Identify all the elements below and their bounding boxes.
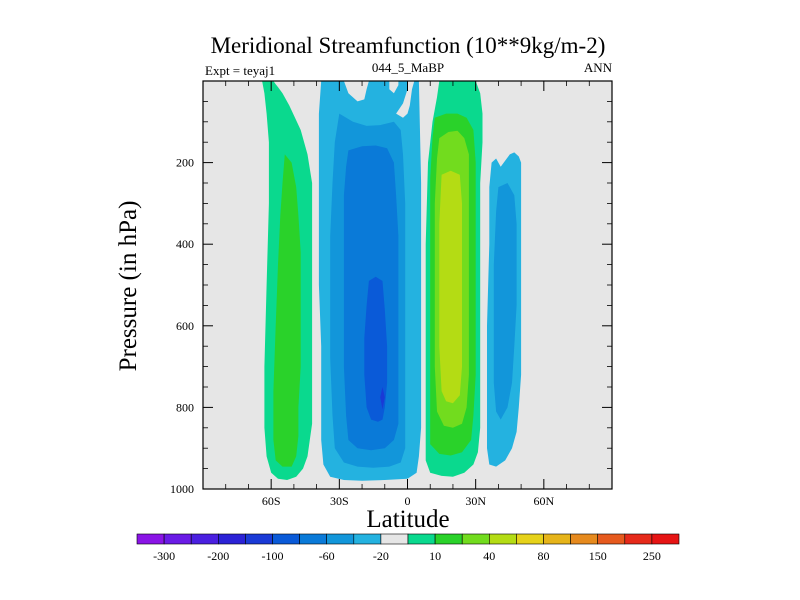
- colorbar-swatch: [245, 533, 273, 545]
- y-tick-label: 400: [176, 237, 194, 251]
- colorbar-label: 80: [538, 549, 550, 563]
- y-tick-label: 200: [176, 156, 194, 170]
- colorbar-swatch: [488, 533, 517, 545]
- season-label: ANN: [584, 60, 613, 75]
- colorbar-label: -200: [207, 549, 229, 563]
- y-tick-label: 600: [176, 319, 194, 333]
- contour-regions: [262, 81, 522, 481]
- chart-title: Meridional Streamfunction (10**9kg/m-2): [211, 33, 606, 58]
- colorbar-label: 250: [643, 549, 661, 563]
- colorbar-label: 40: [483, 549, 495, 563]
- y-tick-label: 800: [176, 400, 194, 414]
- colorbar-swatch: [299, 533, 328, 545]
- colorbar-label: -20: [373, 549, 389, 563]
- colorbar-swatch: [624, 533, 653, 545]
- colorbar-swatch: [163, 533, 192, 545]
- colorbar-swatch: [597, 533, 626, 545]
- colorbar-swatch: [461, 533, 490, 545]
- contour-region-12: [493, 183, 517, 420]
- colorbar-swatch: [570, 533, 598, 545]
- colorbar-swatch: [218, 533, 246, 545]
- colorbar-swatch: [516, 533, 544, 545]
- colorbar-swatch: [272, 533, 300, 545]
- colorbar-label: 150: [589, 549, 607, 563]
- x-tick-label: 60S: [262, 494, 281, 508]
- y-tick-labels: 200 400 600 800 1000: [170, 156, 194, 496]
- axis-ticks: [202, 81, 613, 490]
- experiment-label: Expt = teyaj1: [205, 63, 275, 78]
- y-tick-label: 1000: [170, 482, 194, 496]
- colorbar-swatch: [651, 533, 680, 545]
- colorbar-label: -300: [153, 549, 175, 563]
- x-tick-label: 30N: [465, 494, 486, 508]
- y-axis-title: Pressure (in hPa): [115, 201, 142, 372]
- x-tick-label: 0: [405, 494, 411, 508]
- contour-region-6: [380, 387, 385, 410]
- x-tick-label: 60N: [533, 494, 554, 508]
- colorbar-swatch: [380, 533, 409, 545]
- colorbar-label: -100: [262, 549, 284, 563]
- colorbar-label: 10: [429, 549, 441, 563]
- x-tick-label: 30S: [330, 494, 349, 508]
- colorbar: [136, 533, 680, 545]
- colorbar-swatch: [543, 533, 571, 545]
- contour-region-5: [364, 276, 388, 422]
- colorbar-swatch: [434, 533, 463, 545]
- colorbar-swatch: [353, 533, 382, 545]
- colorbar-label: -60: [319, 549, 335, 563]
- period-label: 044_5_MaBP: [372, 60, 444, 75]
- colorbar-swatch: [190, 533, 219, 545]
- colorbar-swatch: [326, 533, 355, 545]
- colorbar-labels: -300 -200 -100 -60 -20 10 40 80 150 250: [153, 549, 661, 563]
- contour-region-10: [439, 170, 462, 404]
- x-tick-labels: 60S 30S 0 30N 60N: [262, 494, 555, 508]
- contour-region-1: [273, 154, 301, 467]
- colorbar-swatch: [136, 533, 165, 545]
- x-axis-title: Latitude: [366, 506, 449, 533]
- colorbar-swatch: [407, 533, 436, 545]
